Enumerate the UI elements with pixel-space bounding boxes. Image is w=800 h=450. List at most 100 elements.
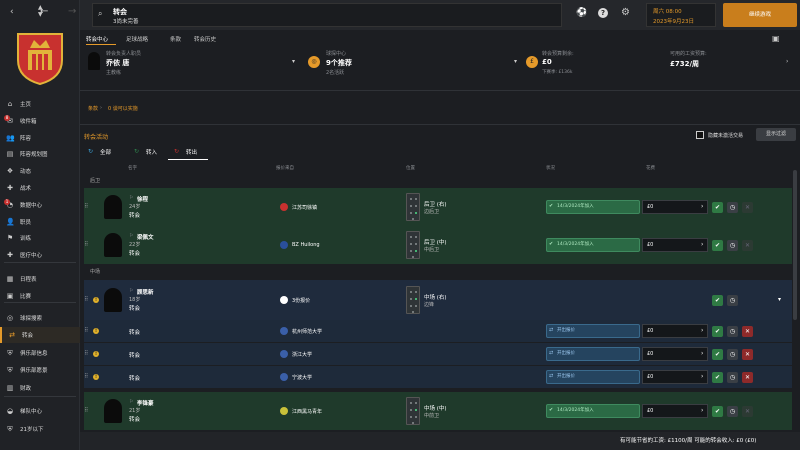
help-icon[interactable]: ? [598, 8, 608, 18]
sidebar-item-transfer[interactable]: ⇄ 转会 [0, 327, 80, 343]
accept-button[interactable]: ✔ [712, 295, 723, 306]
back-arrow-icon[interactable]: ‹ [10, 7, 14, 17]
sidebar-item-club-vision[interactable]: ⛨ 俱乐部愿景 [0, 362, 80, 378]
delay-button[interactable]: ◷ [727, 202, 738, 213]
scouting-card[interactable]: ◎ 球探中心 9个推荐 2名活跃 ▾ [304, 48, 518, 80]
accept-button[interactable]: ✔ [712, 349, 723, 360]
sidebar-item-medical[interactable]: ✚ 医疗中心 [0, 247, 80, 263]
sidebar-item-calendar[interactable]: ▦ 日程表 [0, 271, 80, 287]
status-badge[interactable]: 14/3/2024年加入 [546, 200, 640, 214]
delay-button[interactable]: ◷ [727, 372, 738, 383]
sidebar-item-dev-centre[interactable]: ◒ 梯队中心 [0, 403, 80, 419]
status-badge[interactable]: 14/3/2024年加入 [546, 238, 640, 252]
chevron-down-icon[interactable]: ▾ [778, 296, 782, 303]
chief-card[interactable]: 转会负责人职员 乔依 唐 主教练 ▾ [84, 48, 299, 80]
chevron-down-icon[interactable]: ▾ [514, 58, 518, 65]
sidebar-item-data-hub[interactable]: ◔ 数据中心 1 [0, 197, 80, 213]
filter-0[interactable]: ↻ 全部 [88, 147, 128, 159]
back-icon[interactable]: ← [40, 6, 49, 17]
chevron-right-icon[interactable]: › [701, 327, 704, 334]
sidebar-item-training[interactable]: ⚑ 训练 [0, 230, 80, 246]
reject-button[interactable]: ✕ [742, 372, 753, 383]
delay-button[interactable]: ◷ [727, 349, 738, 360]
status-badge[interactable]: 开出报价 [546, 324, 640, 338]
fee-field[interactable]: £0 [642, 404, 708, 418]
accept-button[interactable]: ✔ [712, 372, 723, 383]
table-row[interactable]: ⠿! 转会 宁波大学 开出报价 ⇄ £0 › ✔ ◷ ✕ [84, 366, 792, 388]
reject-button[interactable]: ✕ [742, 326, 753, 337]
hide-inactive-checkbox[interactable] [696, 131, 704, 139]
reject-button[interactable]: ✕ [742, 240, 753, 251]
sidebar-item-staff[interactable]: 👤 职员 [0, 214, 80, 230]
gear-icon[interactable]: ⚙ [621, 7, 630, 18]
column-header[interactable]: 名字 [128, 166, 137, 171]
sidebar-item-finance[interactable]: ▥ 财政 [0, 380, 80, 396]
club-crest-logo[interactable] [14, 30, 66, 86]
forward-icon[interactable]: → [68, 6, 77, 17]
player-avatar[interactable] [104, 233, 122, 257]
delay-button[interactable]: ◷ [727, 326, 738, 337]
sidebar-item-squad[interactable]: 👥 阵容 [0, 130, 80, 146]
reject-button[interactable]: ✕ [742, 349, 753, 360]
date-box[interactable]: 周六 08:00 2023年9月23日 [646, 3, 716, 27]
drag-handle-icon[interactable]: ⠿ [84, 407, 89, 414]
status-badge[interactable]: 开出报价 [546, 347, 640, 361]
chevron-right-icon[interactable]: › [701, 373, 704, 380]
breadcrumb-terms[interactable]: 条款 [88, 106, 99, 112]
table-row[interactable]: ⠿! 转会 浙江大学 开出报价 ⇄ £0 › ✔ ◷ ✕ [84, 343, 792, 365]
nav-dropdown-icon[interactable]: ▲ ▼ [38, 4, 43, 18]
fee-field[interactable]: £0 [642, 324, 708, 338]
delay-button[interactable]: ◷ [727, 240, 738, 251]
chevron-right-icon[interactable]: › [701, 241, 704, 248]
column-header[interactable]: 花费 [646, 166, 655, 171]
sidebar-item-dynamics[interactable]: ❖ 动态 [0, 163, 80, 179]
player-avatar[interactable] [104, 195, 122, 219]
column-header[interactable]: 位置 [406, 166, 415, 171]
column-header[interactable]: 状况 [546, 166, 555, 171]
drag-handle-icon[interactable]: ⠿ [84, 241, 89, 248]
drag-handle-icon[interactable]: ⠿ [84, 350, 89, 357]
sidebar-item-inbox[interactable]: ✉ 收件箱 8 [0, 113, 80, 129]
player-avatar[interactable] [104, 399, 122, 423]
chevron-right-icon[interactable]: › [786, 58, 789, 65]
reject-button[interactable]: ✕ [742, 406, 753, 417]
chevron-right-icon[interactable]: › [701, 407, 704, 414]
table-row[interactable]: ⠿! ⚐ 顾思新 18岁 转会 中场 (右) 边锋 3份报价 ✔ ◷ ▾ [84, 280, 792, 320]
sidebar-item-club-info[interactable]: ⛨ 俱乐部信息 [0, 345, 80, 361]
continue-button[interactable]: 继续游戏 [723, 3, 797, 27]
sidebar-item-match[interactable]: ▣ 比赛 [0, 288, 80, 304]
filter-1[interactable]: ↻ 转入 [134, 147, 174, 159]
accept-button[interactable]: ✔ [712, 406, 723, 417]
delay-button[interactable]: ◷ [727, 295, 738, 306]
column-header[interactable]: 报价来自 [276, 166, 294, 171]
fee-field[interactable]: £0 [642, 238, 708, 252]
status-badge[interactable]: 开出报价 [546, 370, 640, 384]
chevron-right-icon[interactable]: › [701, 203, 704, 210]
filter-2[interactable]: ↻ 转出 [168, 147, 214, 160]
sidebar-item-scouting[interactable]: ◎ 球探搜索 [0, 310, 80, 326]
breadcrumb-count[interactable]: 0 谈可以实施 [108, 106, 138, 112]
drag-handle-icon[interactable]: ⠿ [84, 203, 89, 210]
table-row[interactable]: ⠿ ⚐ 李锋豪 21岁 转会 中场 (中) 中前卫 江西黑马青年 14/3/2024年加入 ✔ £0… [84, 392, 792, 430]
sidebar-item-squad-planner[interactable]: ▤ 阵容规划图 [0, 146, 80, 162]
football-icon[interactable]: ⚽ [576, 8, 588, 18]
drag-handle-icon[interactable]: ⠿ [84, 373, 89, 380]
show-filter-button[interactable]: 显示过滤 [756, 128, 796, 141]
tab-3[interactable]: 转会历史 [194, 37, 217, 43]
sidebar-item-u21[interactable]: ⛨ 21岁以下 [0, 421, 80, 437]
accept-button[interactable]: ✔ [712, 326, 723, 337]
screen-icon[interactable]: ▣ [772, 34, 780, 43]
fee-field[interactable]: £0 [642, 347, 708, 361]
drag-handle-icon[interactable]: ⠿ [84, 327, 89, 334]
sidebar-item-home[interactable]: ⌂ 主页 [0, 96, 80, 112]
budget-card[interactable]: £ 转会预算剩余: £0 下赛季: £136k [524, 48, 664, 80]
player-avatar[interactable] [104, 288, 122, 312]
chevron-right-icon[interactable]: › [701, 350, 704, 357]
fee-field[interactable]: £0 [642, 200, 708, 214]
tab-2[interactable]: 条款 [170, 37, 182, 43]
table-row[interactable]: ⠿ ⚐ 梁佩文 22岁 转会 后卫 (中) 中后卫 BZ Huilong 14/3/2024年加… [84, 226, 792, 264]
sidebar-item-tactics[interactable]: ✚ 战术 [0, 180, 80, 196]
accept-button[interactable]: ✔ [712, 202, 723, 213]
scrollbar[interactable] [793, 170, 797, 320]
table-row[interactable]: ⠿! 转会 杭州师范大学 开出报价 ⇄ £0 › ✔ ◷ ✕ [84, 320, 792, 342]
